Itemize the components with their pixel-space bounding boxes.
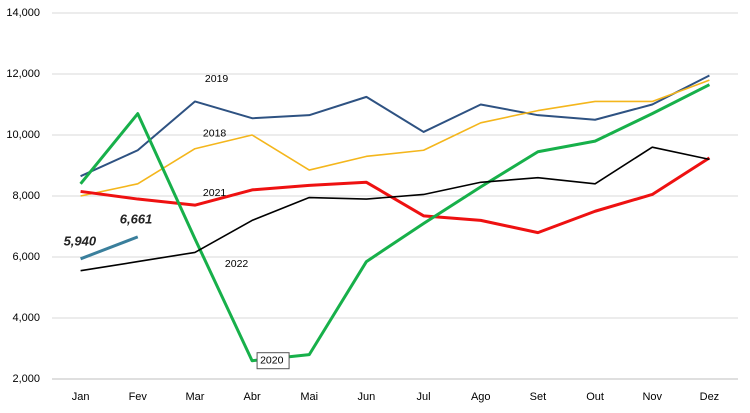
y-tick-label: 4,000 <box>12 312 40 324</box>
series-line <box>79 83 711 363</box>
x-tick-label: Mar <box>185 391 204 403</box>
x-tick-label: Jun <box>358 391 376 403</box>
y-tick-label: 12,000 <box>6 68 40 80</box>
x-tick-label: Jul <box>417 391 431 403</box>
y-tick-label: 6,000 <box>12 251 40 263</box>
x-tick-label: Out <box>586 391 604 403</box>
x-tick-label: Nov <box>642 391 662 403</box>
series-line <box>80 235 139 261</box>
y-tick-label: 8,000 <box>12 190 40 202</box>
series-label: 2020 <box>260 354 284 366</box>
x-tick-label: Set <box>530 391 547 403</box>
x-tick-label: Jan <box>72 391 90 403</box>
value-label: 5,940 <box>64 233 97 248</box>
series-line <box>80 156 711 235</box>
x-tick-label: Dez <box>700 391 720 403</box>
series-label: 2021 <box>203 187 227 199</box>
x-tick-label: Ago <box>471 391 491 403</box>
series-line <box>80 74 710 178</box>
x-tick-label: Fev <box>129 391 148 403</box>
series-line <box>80 79 710 197</box>
y-tick-label: 14,000 <box>6 7 40 19</box>
x-tick-label: Mai <box>300 391 318 403</box>
series-line <box>80 146 710 272</box>
series-label: 2018 <box>203 128 227 140</box>
value-label: 6,661 <box>120 211 153 226</box>
series-label: 2022 <box>225 258 249 270</box>
x-tick-label: Abr <box>244 391 261 403</box>
series-label: 2019 <box>205 73 229 85</box>
label-box <box>256 352 290 370</box>
y-tick-label: 10,000 <box>6 129 40 141</box>
y-tick-label: 2,000 <box>12 373 40 385</box>
